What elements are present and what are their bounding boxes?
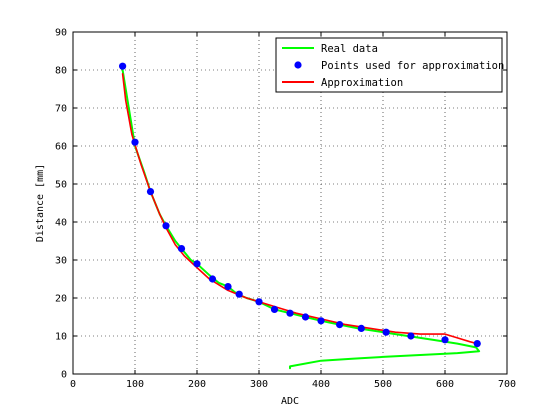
x-tick-label: 500 xyxy=(374,379,392,390)
legend-entry: Approximation xyxy=(321,77,403,89)
data-point xyxy=(473,340,481,348)
data-point xyxy=(146,188,155,196)
data-point xyxy=(224,283,232,291)
x-tick-label: 200 xyxy=(188,379,206,390)
data-point xyxy=(270,305,279,313)
legend-entry: Points used for approximation xyxy=(321,60,504,72)
data-point xyxy=(162,222,170,230)
y-axis-label: Distance [mm] xyxy=(35,164,46,242)
data-point xyxy=(317,317,325,325)
y-tick-label: 80 xyxy=(55,66,67,77)
data-point xyxy=(255,298,263,306)
series-layer xyxy=(119,62,481,370)
y-tick-label: 60 xyxy=(55,142,67,153)
data-point xyxy=(177,245,186,253)
y-tick-label: 10 xyxy=(55,332,67,343)
y-tick-label: 20 xyxy=(55,294,67,305)
x-tick-label: 0 xyxy=(70,379,76,390)
data-point xyxy=(235,290,243,298)
data-point xyxy=(407,332,415,340)
legend-swatch-marker xyxy=(294,61,302,69)
data-point xyxy=(336,321,344,329)
x-tick-label: 600 xyxy=(436,379,454,390)
y-tick-label: 40 xyxy=(55,218,67,229)
x-tick-label: 300 xyxy=(250,379,268,390)
y-tick-label: 50 xyxy=(55,180,67,191)
data-point xyxy=(193,260,201,268)
x-tick-label: 400 xyxy=(312,379,330,390)
data-point xyxy=(286,309,294,317)
tick-layer: 0 100 200 300 400 500 600 700 0 10 20 30 40 50 60 70 80 9… xyxy=(55,28,516,391)
data-point xyxy=(357,324,365,332)
data-point xyxy=(382,328,390,336)
x-tick-label: 100 xyxy=(126,379,144,390)
legend: Real data Points used for approximation Ap… xyxy=(275,37,504,93)
data-point xyxy=(208,275,217,283)
data-point xyxy=(301,313,310,321)
legend-entry: Real data xyxy=(321,43,378,55)
series-line-real-data xyxy=(121,69,481,370)
data-point xyxy=(119,62,127,70)
y-tick-label: 30 xyxy=(55,256,67,267)
data-point xyxy=(441,336,449,344)
y-tick-label: 70 xyxy=(55,104,67,115)
data-point xyxy=(131,138,139,146)
x-tick-label: 700 xyxy=(498,379,516,390)
x-axis-label: ADC xyxy=(281,396,299,407)
y-tick-label: 90 xyxy=(55,28,67,39)
series-line-approximation xyxy=(121,73,479,345)
y-tick-label: 0 xyxy=(61,370,67,381)
plot-frame xyxy=(72,31,508,375)
